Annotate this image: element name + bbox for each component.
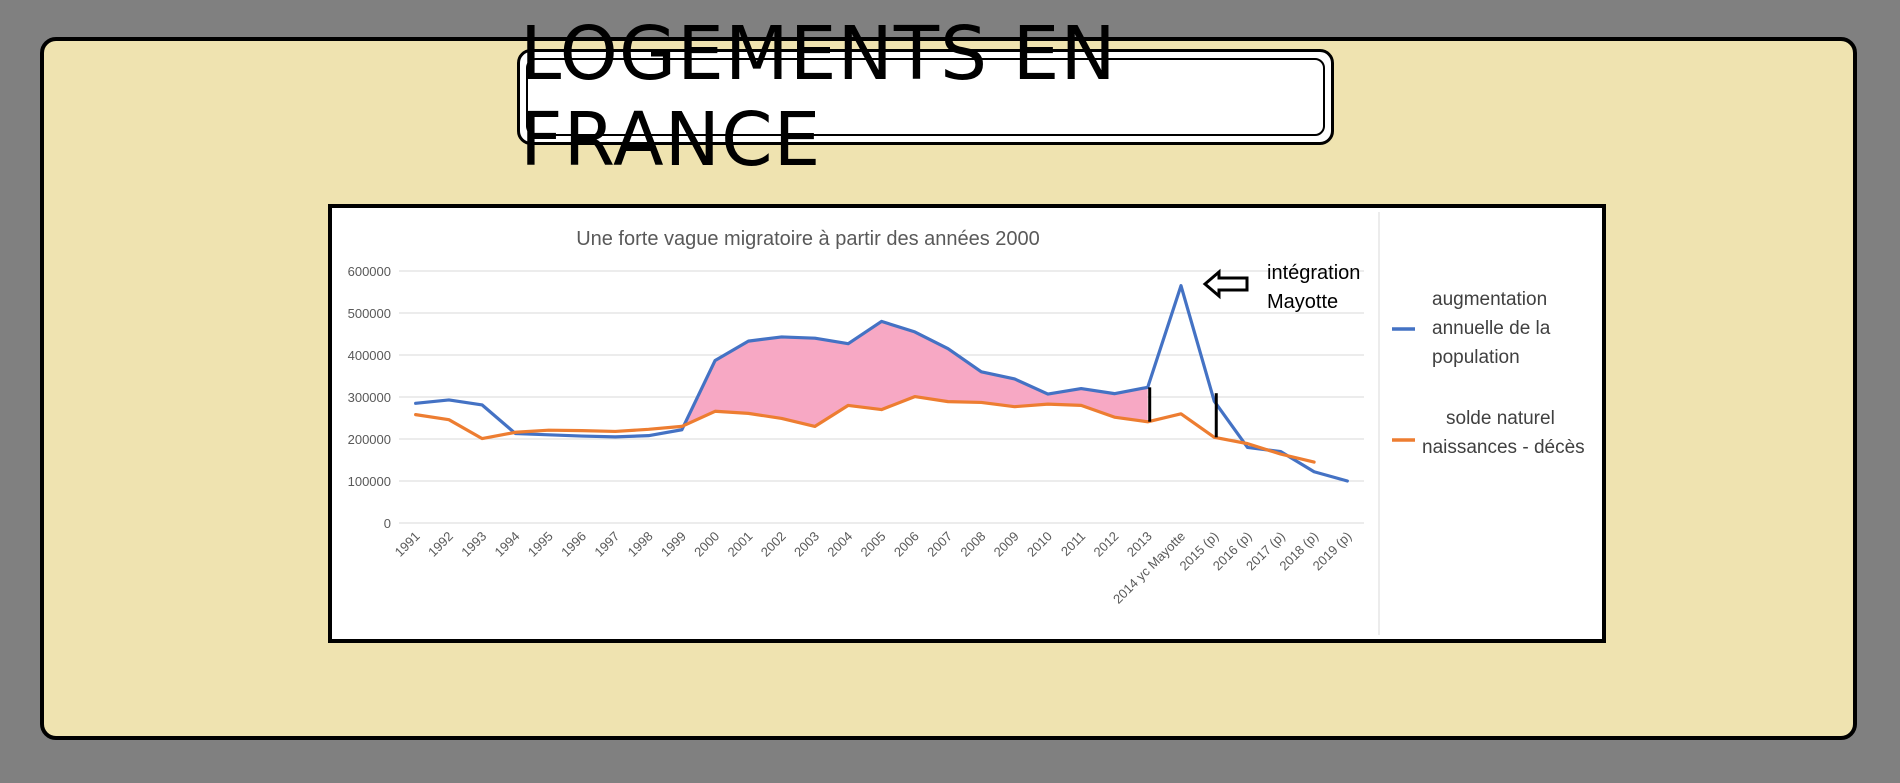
migration-gap-fill xyxy=(681,321,1148,430)
gap-markers xyxy=(1148,387,1218,438)
series-lines xyxy=(414,284,1349,483)
x-tick-label: 2001 xyxy=(724,529,755,560)
line-chart: 0 100000 200000 300000 400000 500000 600000 19… xyxy=(348,212,1585,635)
y-tick-label: 600000 xyxy=(348,264,391,279)
legend-label-line: solde naturel xyxy=(1446,408,1555,429)
legend: augmentation annuelle de la population sold… xyxy=(1392,289,1585,458)
banner-title: LOGEMENTS EN FRANCE xyxy=(520,11,1117,183)
y-tick-label: 100000 xyxy=(348,474,391,489)
chart-title: Une forte vague migratoire à partir des … xyxy=(576,228,1040,250)
x-tick-label: 1994 xyxy=(492,529,523,560)
x-axis-ticks: 1991 1992 1993 1994 1995 1996 1997 1998 1999 2000… xyxy=(392,529,1355,607)
migration-gap-area xyxy=(681,321,1148,430)
x-tick-label: 1997 xyxy=(591,529,622,560)
title-banner-inner-border xyxy=(526,58,1325,136)
y-tick-label: 500000 xyxy=(348,306,391,321)
x-tick-label: 1991 xyxy=(392,529,423,560)
title-banner: LOGEMENTS EN FRANCE xyxy=(517,11,1334,183)
annotation-arrow xyxy=(1202,268,1249,300)
x-tick-label: 2004 xyxy=(824,529,855,560)
x-tick-label: 2002 xyxy=(758,529,789,560)
x-tick-label: 2009 xyxy=(991,529,1022,560)
legend-label-line: population xyxy=(1432,347,1520,368)
series-population-line xyxy=(414,284,1349,483)
annotation-line-1: intégration xyxy=(1267,262,1360,284)
y-tick-label: 200000 xyxy=(348,432,391,447)
legend-label-line: augmentation xyxy=(1432,289,1547,310)
left-arrow-icon xyxy=(1202,268,1249,300)
x-tick-label: 2008 xyxy=(957,529,988,560)
annotation-line-2: Mayotte xyxy=(1267,291,1338,313)
x-tick-label: 2000 xyxy=(691,529,722,560)
x-tick-label: 1998 xyxy=(625,529,656,560)
x-tick-label: 2006 xyxy=(891,529,922,560)
legend-label-line: naissances - décès xyxy=(1422,437,1585,458)
x-tick-label: 2005 xyxy=(858,529,889,560)
y-tick-label: 0 xyxy=(384,516,391,531)
legend-label-line: annuelle de la xyxy=(1432,318,1551,339)
x-tick-label: 2011 xyxy=(1058,529,1088,559)
y-tick-label: 300000 xyxy=(348,390,391,405)
x-tick-label: 1993 xyxy=(458,529,489,560)
x-tick-label: 1996 xyxy=(558,529,589,560)
y-tick-label: 400000 xyxy=(348,348,391,363)
legend-label-natural: solde naturel naissances - décès xyxy=(1422,408,1585,458)
x-tick-label: 1995 xyxy=(525,529,556,560)
x-tick-label: 1992 xyxy=(425,529,456,560)
x-tick-label: 2010 xyxy=(1024,529,1055,560)
x-tick-label: 1999 xyxy=(658,529,689,560)
series-natural-line xyxy=(414,394,1316,464)
legend-label-population: augmentation annuelle de la population xyxy=(1432,289,1551,368)
y-axis-ticks: 0 100000 200000 300000 400000 500000 600000 xyxy=(348,264,391,531)
x-tick-label: 2007 xyxy=(924,529,955,560)
chart-frame: 0 100000 200000 300000 400000 500000 600000 19… xyxy=(328,204,1606,643)
x-tick-label: 2012 xyxy=(1090,529,1121,560)
x-tick-label: 2003 xyxy=(791,529,822,560)
